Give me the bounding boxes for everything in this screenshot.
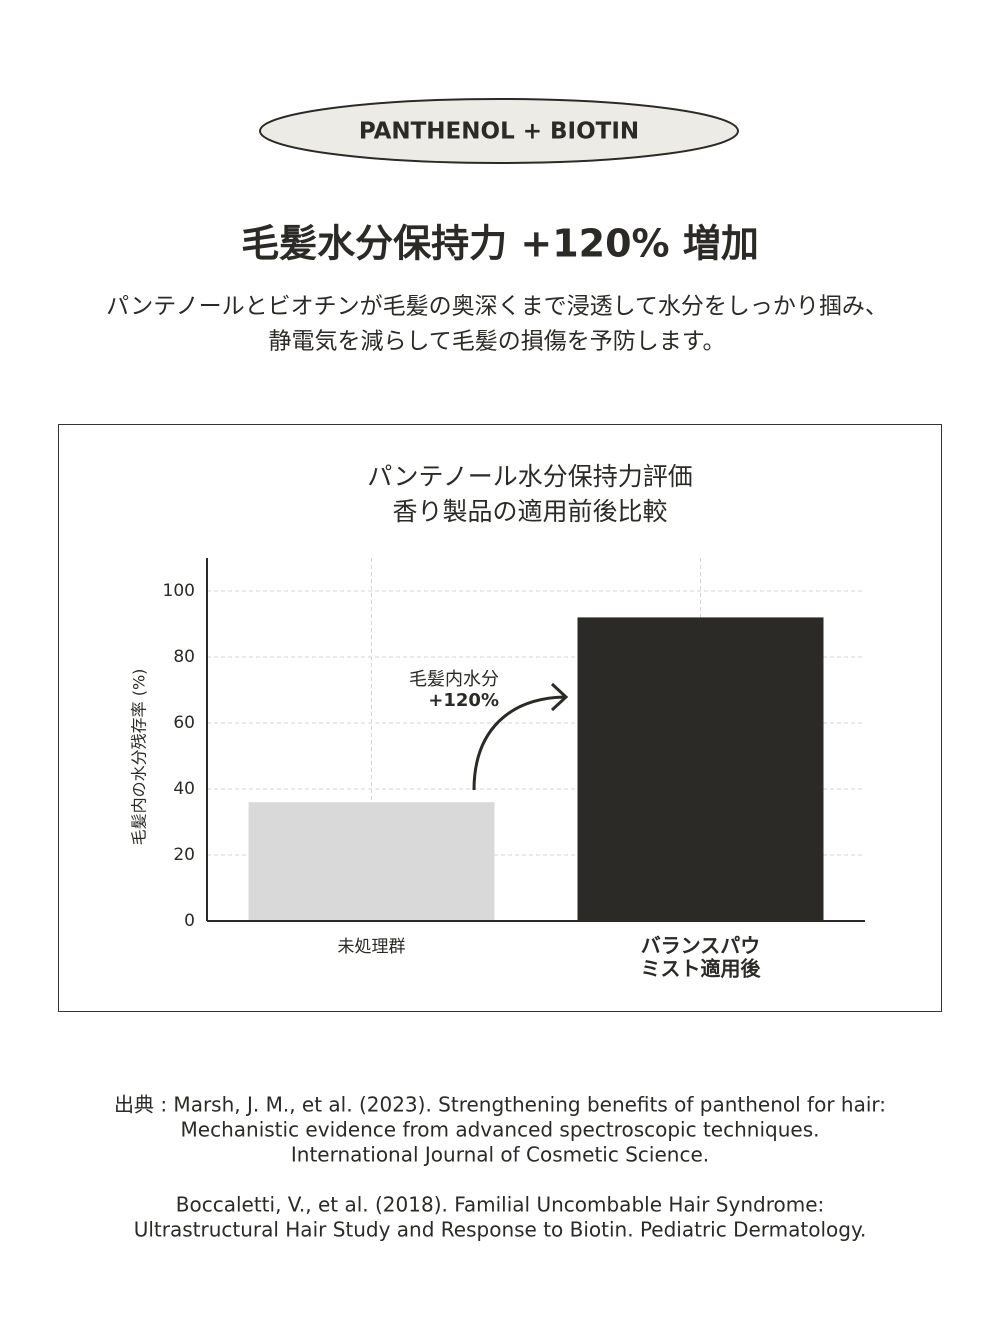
chart-subtitle: 香り製品の適用前後比較 (392, 497, 667, 526)
reference-line: 出典 : Marsh, J. M., et al. (2023). Streng… (114, 1093, 886, 1117)
description: パンテノールとビオチンが毛髪の奥深くまで浸透して水分をしっかり掴み、 (106, 294, 888, 320)
reference-line: Ultrastructural Hair Study and Response … (134, 1218, 867, 1242)
references: 出典 : Marsh, J. M., et al. (2023). Streng… (114, 1093, 886, 1242)
chart-frame (58, 424, 942, 1012)
badge (259, 98, 739, 164)
bar (577, 617, 824, 921)
x-tick-label: バランスパウ (641, 934, 761, 958)
y-tick-label: 80 (173, 647, 195, 667)
annotation-arrow (472, 682, 569, 791)
headline: 毛髪水分保持力 +120% 増加 (241, 222, 759, 266)
y-tick-label: 60 (173, 713, 195, 733)
annotation: 毛髪内水分 (409, 668, 499, 690)
y-tick-label: 100 (163, 581, 195, 601)
badge-text: PANTHENOL + BIOTIN (359, 119, 639, 145)
y-tick-label: 20 (173, 845, 195, 865)
description: 静電気を減らして毛髪の損傷を予防します。 (268, 329, 725, 355)
reference-line: Boccaletti, V., et al. (2018). Familial … (176, 1193, 824, 1217)
annotation: +120% (428, 690, 499, 711)
reference-line: International Journal of Cosmetic Scienc… (291, 1143, 709, 1167)
y-tick-label: 0 (184, 911, 195, 931)
y-tick-label: 40 (173, 779, 195, 799)
reference-line: Mechanistic evidence from advanced spect… (181, 1118, 820, 1142)
bar (248, 802, 495, 921)
chart-title: パンテノール水分保持力評価 (367, 462, 693, 491)
x-tick-label: 未処理群 (338, 937, 406, 957)
x-tick-label: ミスト適用後 (641, 957, 762, 981)
y-axis-label: 毛髪内の水分残存率 (%) (130, 669, 149, 846)
